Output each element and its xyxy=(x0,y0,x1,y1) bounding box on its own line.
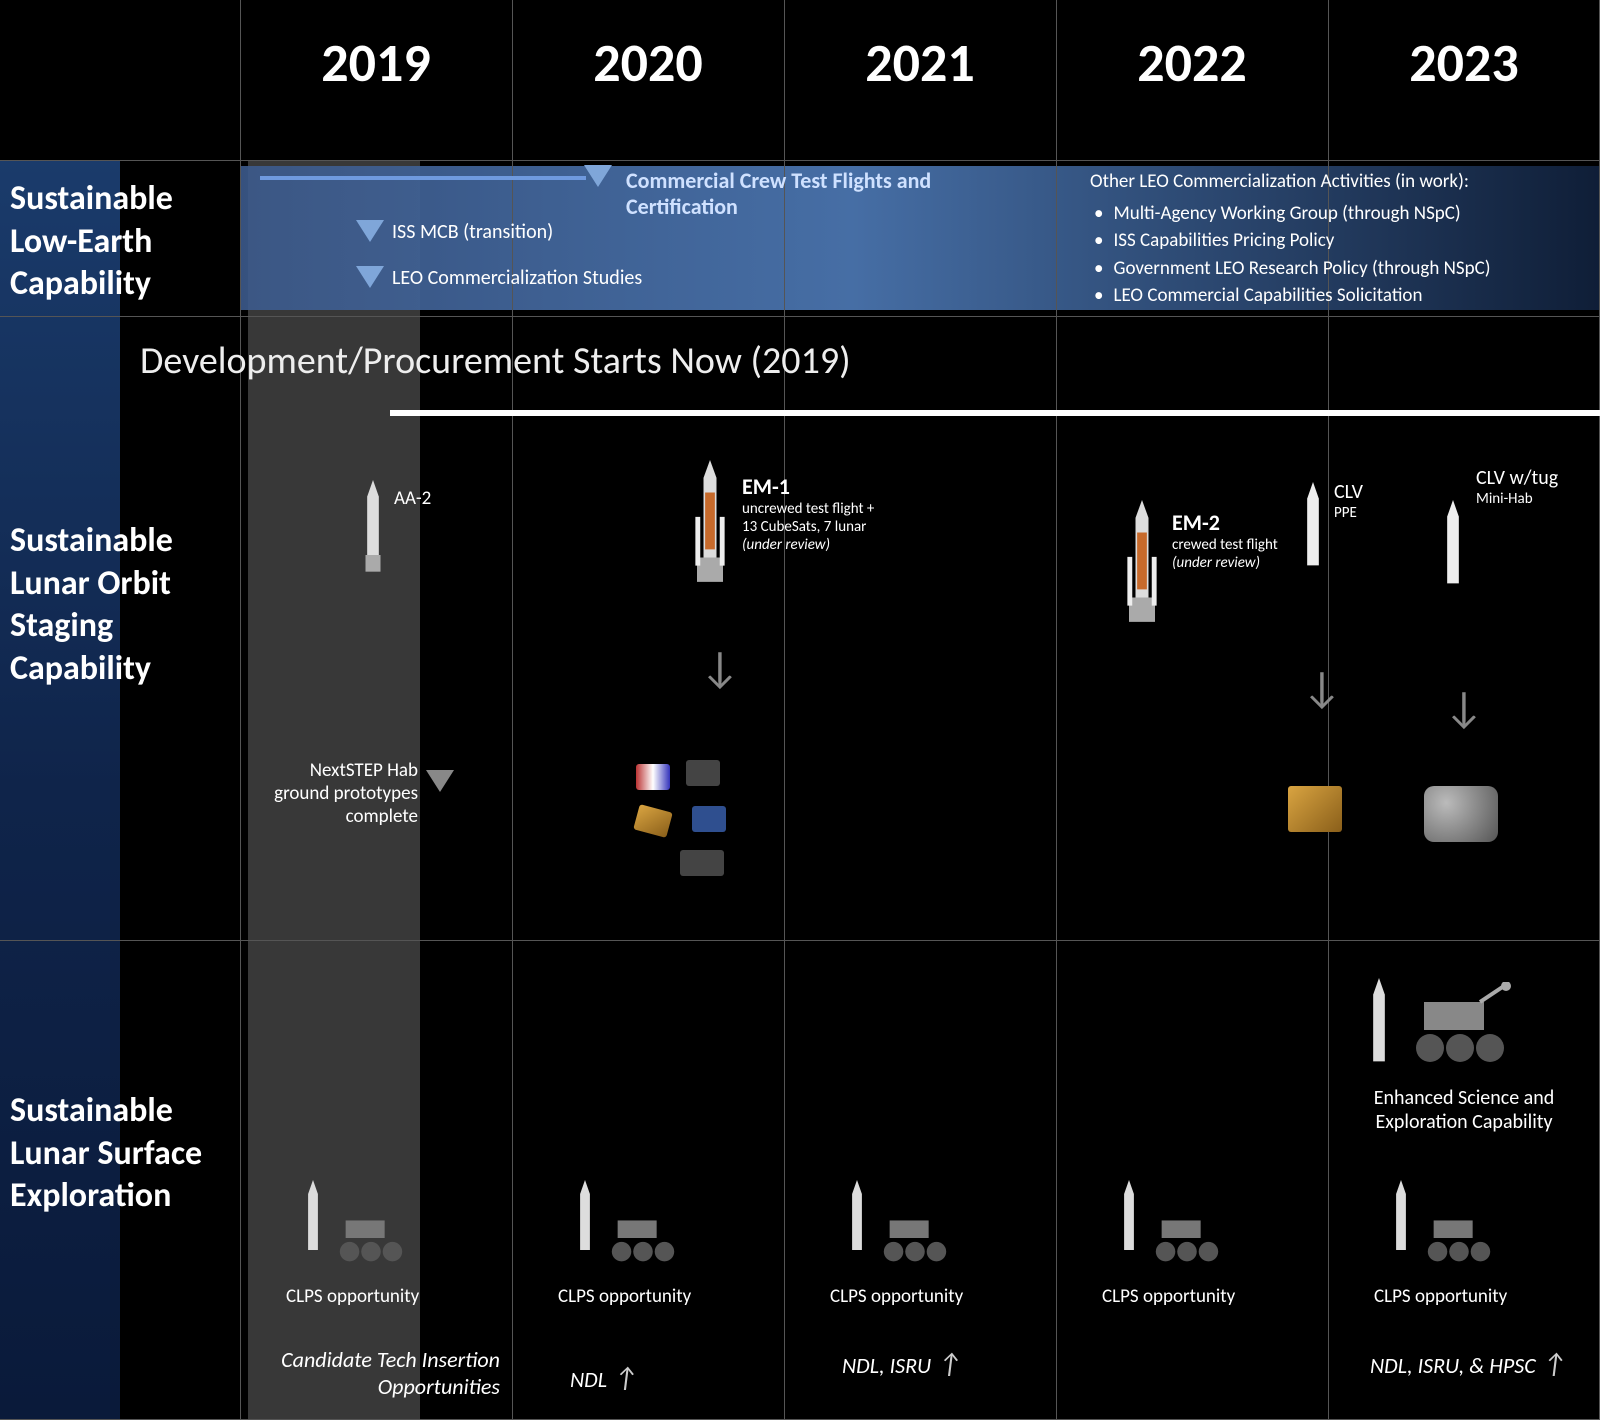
leo-comm-milestone: LEO Commercialization Studies xyxy=(356,266,642,290)
rocket-icon xyxy=(1122,500,1162,630)
grid-vline xyxy=(1056,0,1057,1420)
leo-other-item: ISS Capabilities Pricing Policy xyxy=(1112,227,1590,255)
em2-label: EM-2 xyxy=(1172,510,1312,536)
tech-2020: NDL↑ xyxy=(570,1360,638,1395)
cubesat-icon xyxy=(680,850,724,876)
rocket-icon xyxy=(1440,500,1466,600)
rocket-icon xyxy=(574,1180,596,1264)
tech-2021-text: NDL, ISRU xyxy=(842,1352,931,1379)
divider-line xyxy=(390,410,1600,416)
cubesat-icon xyxy=(633,804,673,838)
aa2-label: AA-2 xyxy=(394,488,431,511)
year-2022: 2022 xyxy=(1056,30,1328,96)
leo-top-line xyxy=(260,176,586,180)
em1-sub3: (under review) xyxy=(742,536,942,554)
rover-icon xyxy=(1148,1210,1226,1266)
tech-2020-text: NDL xyxy=(570,1366,607,1393)
rover-icon xyxy=(604,1210,682,1266)
rocket-icon xyxy=(1118,1180,1140,1264)
enhanced-label: Enhanced Science and Exploration Capabil… xyxy=(1346,1086,1582,1134)
crew-test-label: Commercial Crew Test Flights and Certifi… xyxy=(626,168,966,221)
rocket-icon xyxy=(846,1180,868,1264)
clv-ppe-caption: CLV PPE xyxy=(1334,480,1363,522)
leo-other-activities: Other LEO Commercialization Activities (… xyxy=(1090,168,1590,310)
minihab-payload-icon xyxy=(1424,786,1498,842)
rocket-icon xyxy=(690,460,730,590)
clps-label: CLPS opportunity xyxy=(1102,1286,1235,1309)
rover-icon xyxy=(332,1210,410,1266)
row-label-leo: Sustainable Low-Earth Capability xyxy=(10,178,230,306)
rover-large-icon xyxy=(1400,982,1520,1066)
tech-2023: NDL, ISRU, & HPSC↑ xyxy=(1370,1346,1567,1381)
iss-mcb-label: ISS MCB (transition) xyxy=(392,220,553,244)
rocket-icon xyxy=(360,480,386,580)
arrow-up-icon: ↑ xyxy=(613,1360,638,1395)
nextstep-label: NextSTEP Hab ground prototypes complete xyxy=(268,760,418,828)
candidate-tech-label: Candidate Tech Insertion Opportunities xyxy=(210,1346,500,1400)
grid-vline xyxy=(240,0,241,1420)
arrow-down-icon: ↓ xyxy=(1444,680,1484,734)
clps-label: CLPS opportunity xyxy=(1374,1286,1507,1309)
row-label-surface: Sustainable Lunar Surface Exploration xyxy=(10,1090,230,1218)
rover-icon xyxy=(1420,1210,1498,1266)
leo-other-item: LEO Commercial Capabilities Solicitation xyxy=(1112,282,1590,310)
rover-icon xyxy=(876,1210,954,1266)
rocket-icon xyxy=(1390,1180,1412,1264)
clps-label: CLPS opportunity xyxy=(286,1286,419,1309)
clps-label: CLPS opportunity xyxy=(558,1286,691,1309)
year-2021: 2021 xyxy=(784,30,1056,96)
leo-other-item: Multi-Agency Working Group (through NSpC… xyxy=(1112,200,1590,228)
arrow-up-icon: ↑ xyxy=(937,1346,962,1381)
divider-label: Development/Procurement Starts Now (2019… xyxy=(140,338,851,384)
arrow-down-icon: ↓ xyxy=(700,640,740,694)
tech-2023-text: NDL, ISRU, & HPSC xyxy=(1370,1352,1536,1379)
year-2023: 2023 xyxy=(1328,30,1600,96)
cubesat-icon xyxy=(692,806,726,832)
rocket-icon xyxy=(302,1180,324,1264)
triangle-icon xyxy=(356,220,384,242)
arrow-up-icon: ↑ xyxy=(1542,1346,1567,1381)
em2-sub1: crewed test flight xyxy=(1172,536,1312,554)
tech-2021: NDL, ISRU↑ xyxy=(842,1346,963,1381)
triangle-icon xyxy=(584,165,612,192)
em1-sub2: 13 CubeSats, 7 lunar xyxy=(742,518,942,536)
leo-other-item: Government LEO Research Policy (through … xyxy=(1112,255,1590,283)
clv-ppe-sub: PPE xyxy=(1334,504,1363,522)
clps-label: CLPS opportunity xyxy=(830,1286,963,1309)
clv-ppe-label: CLV xyxy=(1334,480,1363,504)
leo-comm-label: LEO Commercialization Studies xyxy=(392,266,642,290)
em1-sub1: uncrewed test flight + xyxy=(742,500,942,518)
em2-sub3: (under review) xyxy=(1172,554,1312,572)
em1-caption: EM-1 uncrewed test flight + 13 CubeSats,… xyxy=(742,474,942,554)
year-2020: 2020 xyxy=(512,30,784,96)
year-2019: 2019 xyxy=(240,30,512,96)
row-label-orbit: Sustainable Lunar Orbit Staging Capabili… xyxy=(10,520,230,690)
grid-vline xyxy=(512,0,513,1420)
triangle-icon xyxy=(356,266,384,288)
rocket-icon xyxy=(1366,978,1392,1078)
em1-label: EM-1 xyxy=(742,474,942,500)
clv-tug-caption: CLV w/tug Mini-Hab xyxy=(1476,466,1558,508)
arrow-down-icon: ↓ xyxy=(1302,660,1342,714)
triangle-grey-icon xyxy=(426,770,454,797)
clv-tug-sub: Mini-Hab xyxy=(1476,490,1558,508)
cubesat-icon xyxy=(636,764,670,790)
clv-tug-label: CLV w/tug xyxy=(1476,466,1558,490)
rocket-icon xyxy=(1300,482,1326,582)
ppe-payload-icon xyxy=(1288,786,1342,832)
iss-mcb-milestone: ISS MCB (transition) xyxy=(356,220,553,244)
leo-other-title: Other LEO Commercialization Activities (… xyxy=(1090,168,1590,196)
em2-caption: EM-2 crewed test flight (under review) xyxy=(1172,510,1312,572)
blue-row-band xyxy=(0,160,120,1420)
cubesat-icon xyxy=(686,760,720,786)
